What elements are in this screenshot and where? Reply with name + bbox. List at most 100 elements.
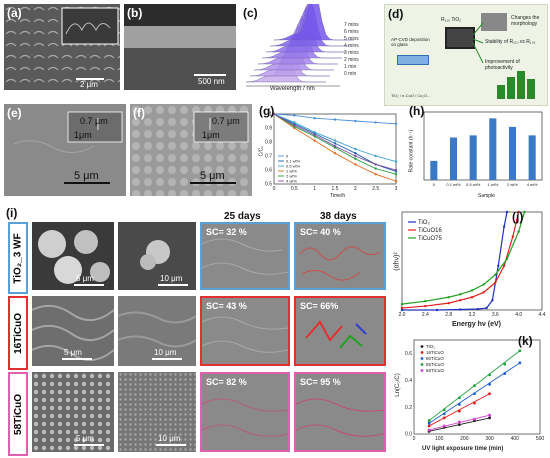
x-tick-label: 2 [354,186,357,192]
sem-texture [130,104,252,196]
panel-d-tag: (d) [388,7,404,21]
y-tick-label: 0.6 [405,351,412,357]
x-tick-label: 3.2 [469,312,476,318]
bar [528,135,536,180]
y-tick-label: 1 [269,112,272,118]
sem-texture [4,104,126,196]
y-tick-label: 0.5 [265,182,272,188]
data-point [293,124,296,127]
data-point [394,173,398,176]
data-point [354,152,357,155]
row-label-tio2: TiO₂_3 WF [8,222,28,294]
coverage-label: SC= 82 % [206,377,247,387]
data-point [435,308,439,312]
scale-label: 5 μm [200,170,225,182]
device-label: R₁₁₀ TiO₂ [441,17,462,23]
legend-swatch [420,345,424,348]
x-tick-label: 4.0 [515,312,522,318]
sem-texture [4,4,120,90]
x-tick-label: 1.5 [332,186,339,192]
data-point [374,121,377,124]
series-label: 4 mins [344,43,359,49]
thickness-label: 0.7 μm [80,116,108,126]
data-point [482,283,485,286]
row1-sem-2: 10 μm [118,222,196,290]
bar [430,160,438,180]
plot-frame [401,211,543,311]
scale-bar [64,182,110,184]
panel-g-ylabel: C/C₀ [258,145,265,157]
panel-a-tag: (a) [7,6,22,20]
data-point [482,291,485,294]
data-point [424,304,427,308]
legend-swatch [420,369,424,372]
data-point [494,281,497,284]
data-point [517,210,520,214]
x-tick-label: 4.4 [539,312,546,318]
series-label: 7 mins [344,22,359,28]
mini-bar-chart [472,22,535,99]
x-tick-label: 2.5 [372,186,379,192]
x-tick-label: 500 [536,436,545,442]
row1-sem-1: 5 μm [32,222,114,290]
cross-section-shape [124,4,236,90]
panel-f-tag: (f) [133,106,145,120]
panel-e-sem-image: (e) 0.7 μm 1μm 5 μm [4,104,126,196]
waterfall-series-labels: 7 mins 6 mins 5 mins 4 mins 3 mins 2 min… [344,22,359,78]
scale-bar [158,284,188,286]
y-tick-label: 0.4 [405,378,412,384]
y-tick-label: 0.6 [265,168,272,174]
data-point [427,428,431,432]
data-point [459,308,462,311]
panel-c-waterfall-plot: (c) Wavelength / nm 7 mins 6 mins 5 mins… [240,4,376,96]
data-point [394,122,398,125]
data-point [424,299,427,303]
legend-label: 0 [286,154,289,159]
scale-bar [152,358,182,360]
thickness-label: 0.7 μm [212,116,240,126]
box-photoactivity: Improvement of photoactivity [485,59,520,71]
spectrum-trace [273,4,354,41]
panel-g-xlabel: Time/h [330,193,346,199]
inset-scale-label: 1μm [202,130,220,140]
x-tick-label: 2 wt% [507,182,518,187]
series-label: 3 mins [344,50,359,56]
x-tick-label: 0.1 wt% [446,182,461,187]
row2-sem-1: 5 μm [32,296,114,366]
coverage-label: SC= 95 % [300,377,341,387]
day25-label: 25 days [224,211,261,222]
data-point [374,167,377,170]
fit-line [428,362,521,424]
data-point [400,302,404,306]
panel-k-ylabel: Ln(C₀/C) [394,373,401,397]
data-point [313,131,316,134]
box-morphology: Changes the morphology [511,15,540,27]
data-point [394,168,398,172]
legend-label: 4 wt% [286,179,297,184]
data-point [470,296,474,299]
panel-c-tag: (c) [243,6,258,20]
panel-h-tag: (h) [409,104,425,118]
data-point [459,299,462,302]
series-line [273,113,397,163]
x-tick-label: 4 wt% [527,182,538,187]
scale-label: 5 μm [64,348,82,357]
legend-label: 0.1 wt% [286,159,301,164]
chart-h-svg: 0 0.1 wt% 0.5 wt% 1 wt% 2 wt% 4 wt% [423,111,543,187]
data-point [354,147,357,151]
scale-label: 10 μm [158,434,181,443]
x-tick-label: 100 [435,436,444,442]
scale-label: 2 μm [80,80,98,89]
legend-label: TiO₂ [418,220,430,226]
series-label: 0 min [344,71,357,77]
legend-label: 16TiCuO [426,350,444,355]
row1-coverage-25d: SC= 32 % [200,222,290,290]
y-tick-label: 0.2 [405,405,412,411]
data-point [476,307,480,311]
panel-g-line-chart: (g) 0 0.5 1 1.5 2 2.5 3 0.5 0.6 0.7 0.8 0.9 1 0 0.1 wt… [256,104,402,200]
panel-k-kinetics-plot: (k) 0 100 200 300 400 500 0.0 0.2 0.4 0.6 TiO₂ 16Ti… [392,334,546,456]
row2-coverage-38d: SC= 66% [294,296,386,366]
bar [469,135,477,180]
legend-label: 2 wt% [286,174,297,179]
